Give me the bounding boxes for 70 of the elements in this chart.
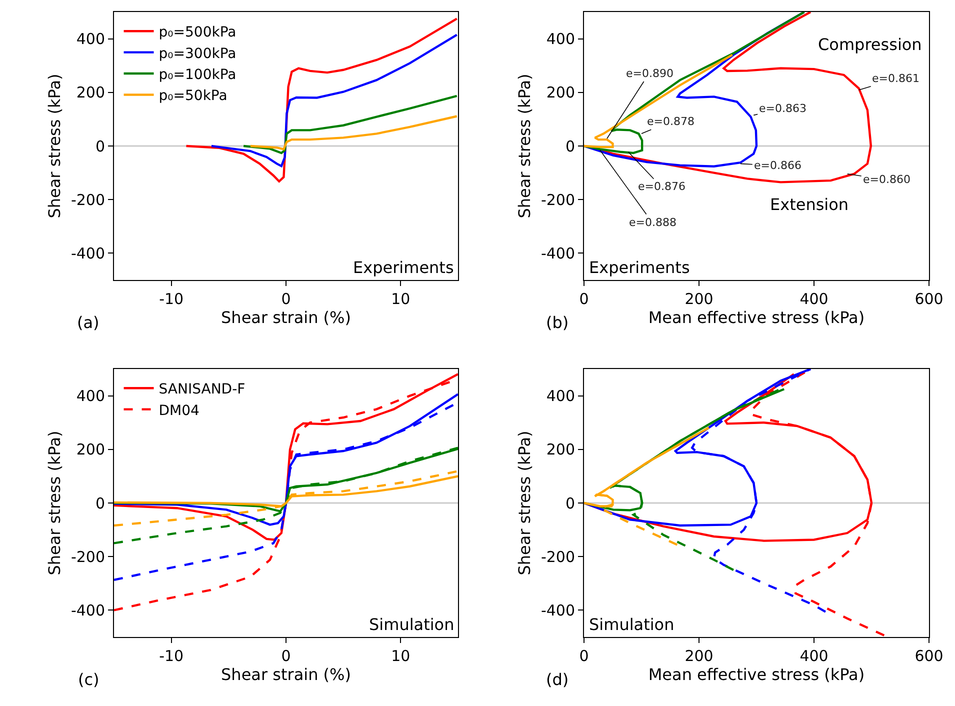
- y-tick-label: 400: [546, 387, 575, 406]
- y-tick-label: -400: [70, 244, 105, 262]
- text: (a): [77, 313, 100, 332]
- y-tick-label: 0: [95, 137, 105, 156]
- x-tick-label: 400: [800, 647, 828, 665]
- y-tick-label: -400: [540, 244, 575, 262]
- y-tick-label: 0: [565, 137, 575, 156]
- annotation: Extension: [770, 195, 849, 214]
- x-tick-label: 600: [914, 290, 944, 308]
- annotation: e=0.863: [759, 102, 806, 115]
- x-tick-label: -10: [159, 647, 184, 665]
- line-series: [584, 54, 734, 148]
- x-tick-label: 200: [684, 290, 714, 308]
- x-axis-title: Shear strain (%): [221, 665, 351, 684]
- annotation: e=0.876: [638, 180, 686, 193]
- legend-label: p₀=50kPa: [158, 88, 228, 104]
- y-axis-title: Shear stress (kPa): [514, 74, 534, 218]
- x-tick-label: 200: [684, 647, 714, 665]
- x-tick-label: 0: [281, 290, 291, 308]
- y-tick-label: -400: [70, 601, 105, 620]
- annotation: Experiments: [353, 258, 454, 277]
- x-axis-title: Mean effective stress (kPa): [648, 665, 865, 684]
- annotation: Simulation: [589, 615, 674, 634]
- x-tick-label: 0: [579, 647, 589, 665]
- annotation: e=0.878: [647, 115, 694, 128]
- x-axis-title: Shear strain (%): [221, 308, 351, 327]
- line-series: [242, 94, 458, 154]
- legend-label: p₀=500kPa: [158, 24, 236, 41]
- annotation: e=0.888: [629, 216, 676, 229]
- y-tick-label: 200: [546, 440, 575, 459]
- annotation: Simulation: [369, 615, 454, 634]
- x-tick-label: 0: [281, 647, 291, 665]
- y-tick-label: 400: [76, 387, 105, 406]
- y-tick-label: 400: [546, 30, 575, 48]
- legend-label: p₀=300kPa: [158, 46, 236, 62]
- x-tick-label: 400: [800, 290, 828, 308]
- annotation: e=0.890: [626, 67, 674, 80]
- annotation: Compression: [818, 35, 922, 54]
- y-tick-label: 0: [565, 494, 575, 512]
- annotation: Experiments: [589, 258, 690, 277]
- annotation: e=0.866: [754, 159, 802, 172]
- line-series: [249, 115, 458, 150]
- x-tick-label: 10: [391, 290, 410, 308]
- y-tick-label: -200: [540, 548, 575, 566]
- legend-label: DM04: [158, 402, 200, 419]
- y-tick-label: -400: [540, 601, 575, 620]
- x-tick-label: 600: [914, 647, 944, 665]
- text: (b): [546, 313, 569, 332]
- y-tick-label: -200: [70, 548, 105, 566]
- y-tick-label: 400: [76, 30, 105, 48]
- x-tick-label: 10: [391, 647, 410, 665]
- legend-label: SANISAND-F: [158, 382, 246, 398]
- legend-label: p₀=100kPa: [158, 66, 236, 83]
- y-tick-label: -200: [540, 190, 575, 209]
- y-tick-label: 200: [546, 84, 575, 102]
- x-axis-title: Mean effective stress (kPa): [648, 308, 865, 327]
- annotation: e=0.861: [872, 72, 920, 85]
- line-series: [114, 470, 458, 527]
- y-tick-label: 0: [95, 494, 105, 512]
- text: (c): [78, 670, 100, 689]
- y-tick-label: 200: [76, 440, 105, 459]
- annotation: e=0.860: [863, 173, 910, 186]
- y-axis-title: Shear stress (kPa): [44, 430, 64, 576]
- y-tick-label: 200: [76, 84, 105, 102]
- y-axis-title: Shear stress (kPa): [44, 74, 64, 218]
- text: (d): [546, 670, 569, 689]
- x-tick-label: -10: [159, 290, 184, 308]
- y-axis-title: Shear stress (kPa): [514, 430, 534, 576]
- y-tick-label: -200: [70, 190, 105, 209]
- x-tick-label: 0: [579, 290, 589, 308]
